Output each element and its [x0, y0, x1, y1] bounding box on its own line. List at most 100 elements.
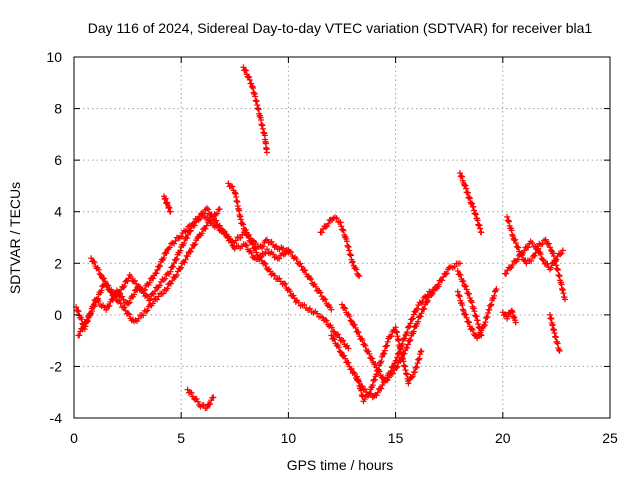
y-tick-label: -4	[50, 410, 63, 426]
marker	[268, 238, 275, 245]
marker	[361, 396, 368, 403]
marker	[457, 272, 464, 279]
marker	[509, 233, 516, 240]
marker	[388, 332, 395, 339]
series-arc-k	[354, 324, 425, 405]
marker	[342, 305, 349, 312]
marker	[462, 283, 469, 290]
marker	[125, 310, 132, 317]
marker	[456, 293, 463, 300]
marker	[503, 270, 510, 277]
marker	[418, 300, 425, 307]
marker	[95, 266, 102, 273]
marker	[140, 312, 147, 319]
marker	[411, 369, 418, 376]
marker	[202, 225, 209, 232]
marker	[182, 256, 189, 263]
marker	[95, 295, 102, 302]
marker	[406, 337, 413, 344]
x-tick-label: 5	[177, 430, 185, 446]
series-arc-n	[456, 170, 485, 236]
x-tick-label: 15	[388, 430, 404, 446]
marker	[508, 227, 515, 234]
marker	[469, 200, 476, 207]
marker	[359, 337, 366, 344]
marker	[98, 287, 105, 294]
marker	[401, 335, 408, 342]
marker	[178, 233, 185, 240]
chart-title: Day 116 of 2024, Sidereal Day-to-day VTE…	[88, 20, 593, 36]
marker	[102, 278, 109, 285]
marker	[548, 247, 555, 254]
marker	[261, 259, 268, 266]
marker	[210, 394, 217, 401]
marker	[156, 263, 163, 270]
marker	[366, 390, 373, 397]
marker	[121, 282, 128, 289]
y-tick-label: 10	[46, 49, 62, 65]
marker	[292, 298, 299, 305]
marker	[551, 260, 558, 267]
marker	[177, 247, 184, 254]
marker	[88, 255, 95, 262]
y-axis-label: SDTVAR / TECUs	[7, 182, 23, 294]
marker	[484, 313, 491, 320]
marker	[140, 287, 147, 294]
marker	[154, 296, 161, 303]
marker	[557, 251, 564, 258]
marker	[504, 213, 511, 220]
marker	[246, 76, 253, 83]
marker	[79, 326, 86, 333]
marker	[92, 299, 99, 306]
marker	[237, 234, 244, 241]
marker	[193, 395, 200, 402]
marker	[325, 220, 332, 227]
marker	[466, 195, 473, 202]
marker	[282, 281, 289, 288]
marker	[171, 260, 178, 267]
marker	[477, 331, 484, 338]
marker	[404, 328, 411, 335]
marker	[473, 313, 480, 320]
marker	[381, 350, 388, 357]
marker	[340, 337, 347, 344]
marker	[540, 257, 547, 264]
marker	[466, 319, 473, 326]
series-arc-a	[73, 210, 292, 333]
series-arc-e	[240, 64, 270, 156]
marker	[463, 286, 470, 293]
marker	[542, 236, 549, 243]
marker	[177, 265, 184, 272]
marker	[147, 301, 154, 308]
marker	[561, 296, 568, 303]
marker	[554, 340, 561, 347]
marker	[243, 242, 250, 249]
marker	[183, 227, 190, 234]
marker	[172, 256, 179, 263]
marker	[117, 300, 124, 307]
marker	[239, 220, 246, 227]
marker	[525, 244, 532, 251]
marker	[301, 301, 308, 308]
marker	[276, 255, 283, 262]
marker	[384, 338, 391, 345]
marker	[321, 295, 328, 302]
marker	[345, 345, 352, 352]
marker	[414, 318, 421, 325]
marker	[176, 234, 183, 241]
marker	[167, 268, 174, 275]
marker	[331, 336, 338, 343]
marker	[512, 236, 519, 243]
marker	[345, 359, 352, 366]
marker	[207, 401, 214, 408]
marker	[466, 290, 473, 297]
data-points	[73, 64, 568, 412]
marker	[74, 307, 81, 314]
series-arc-c	[88, 206, 223, 325]
marker	[456, 271, 463, 278]
marker	[435, 281, 442, 288]
marker	[456, 292, 463, 299]
marker	[339, 301, 345, 308]
marker	[246, 73, 253, 80]
marker	[463, 185, 470, 192]
